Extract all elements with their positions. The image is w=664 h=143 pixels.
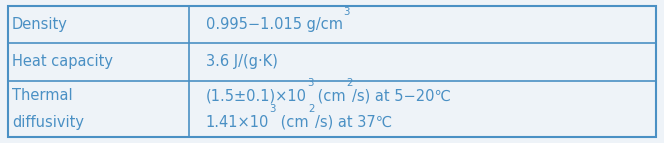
Text: 0.995−1.015 g/cm: 0.995−1.015 g/cm <box>206 17 343 32</box>
Text: Heat capacity: Heat capacity <box>12 54 113 69</box>
Text: (1.5±0.1)×10: (1.5±0.1)×10 <box>206 89 307 104</box>
Text: 3.6 J/(g·K): 3.6 J/(g·K) <box>206 54 278 69</box>
Text: (cm: (cm <box>313 89 346 104</box>
Text: 2: 2 <box>346 78 353 88</box>
Text: Density: Density <box>12 17 68 32</box>
Text: Thermal: Thermal <box>12 89 72 104</box>
Text: diffusivity: diffusivity <box>12 115 84 130</box>
Text: 2: 2 <box>308 104 315 114</box>
Text: 3: 3 <box>269 104 276 114</box>
Text: /s) at 37℃: /s) at 37℃ <box>315 115 392 130</box>
Text: /s) at 5−20℃: /s) at 5−20℃ <box>353 89 452 104</box>
Text: 1.41×10: 1.41×10 <box>206 115 269 130</box>
Text: 3: 3 <box>343 7 349 17</box>
Text: 3: 3 <box>307 78 313 88</box>
Text: (cm: (cm <box>276 115 308 130</box>
